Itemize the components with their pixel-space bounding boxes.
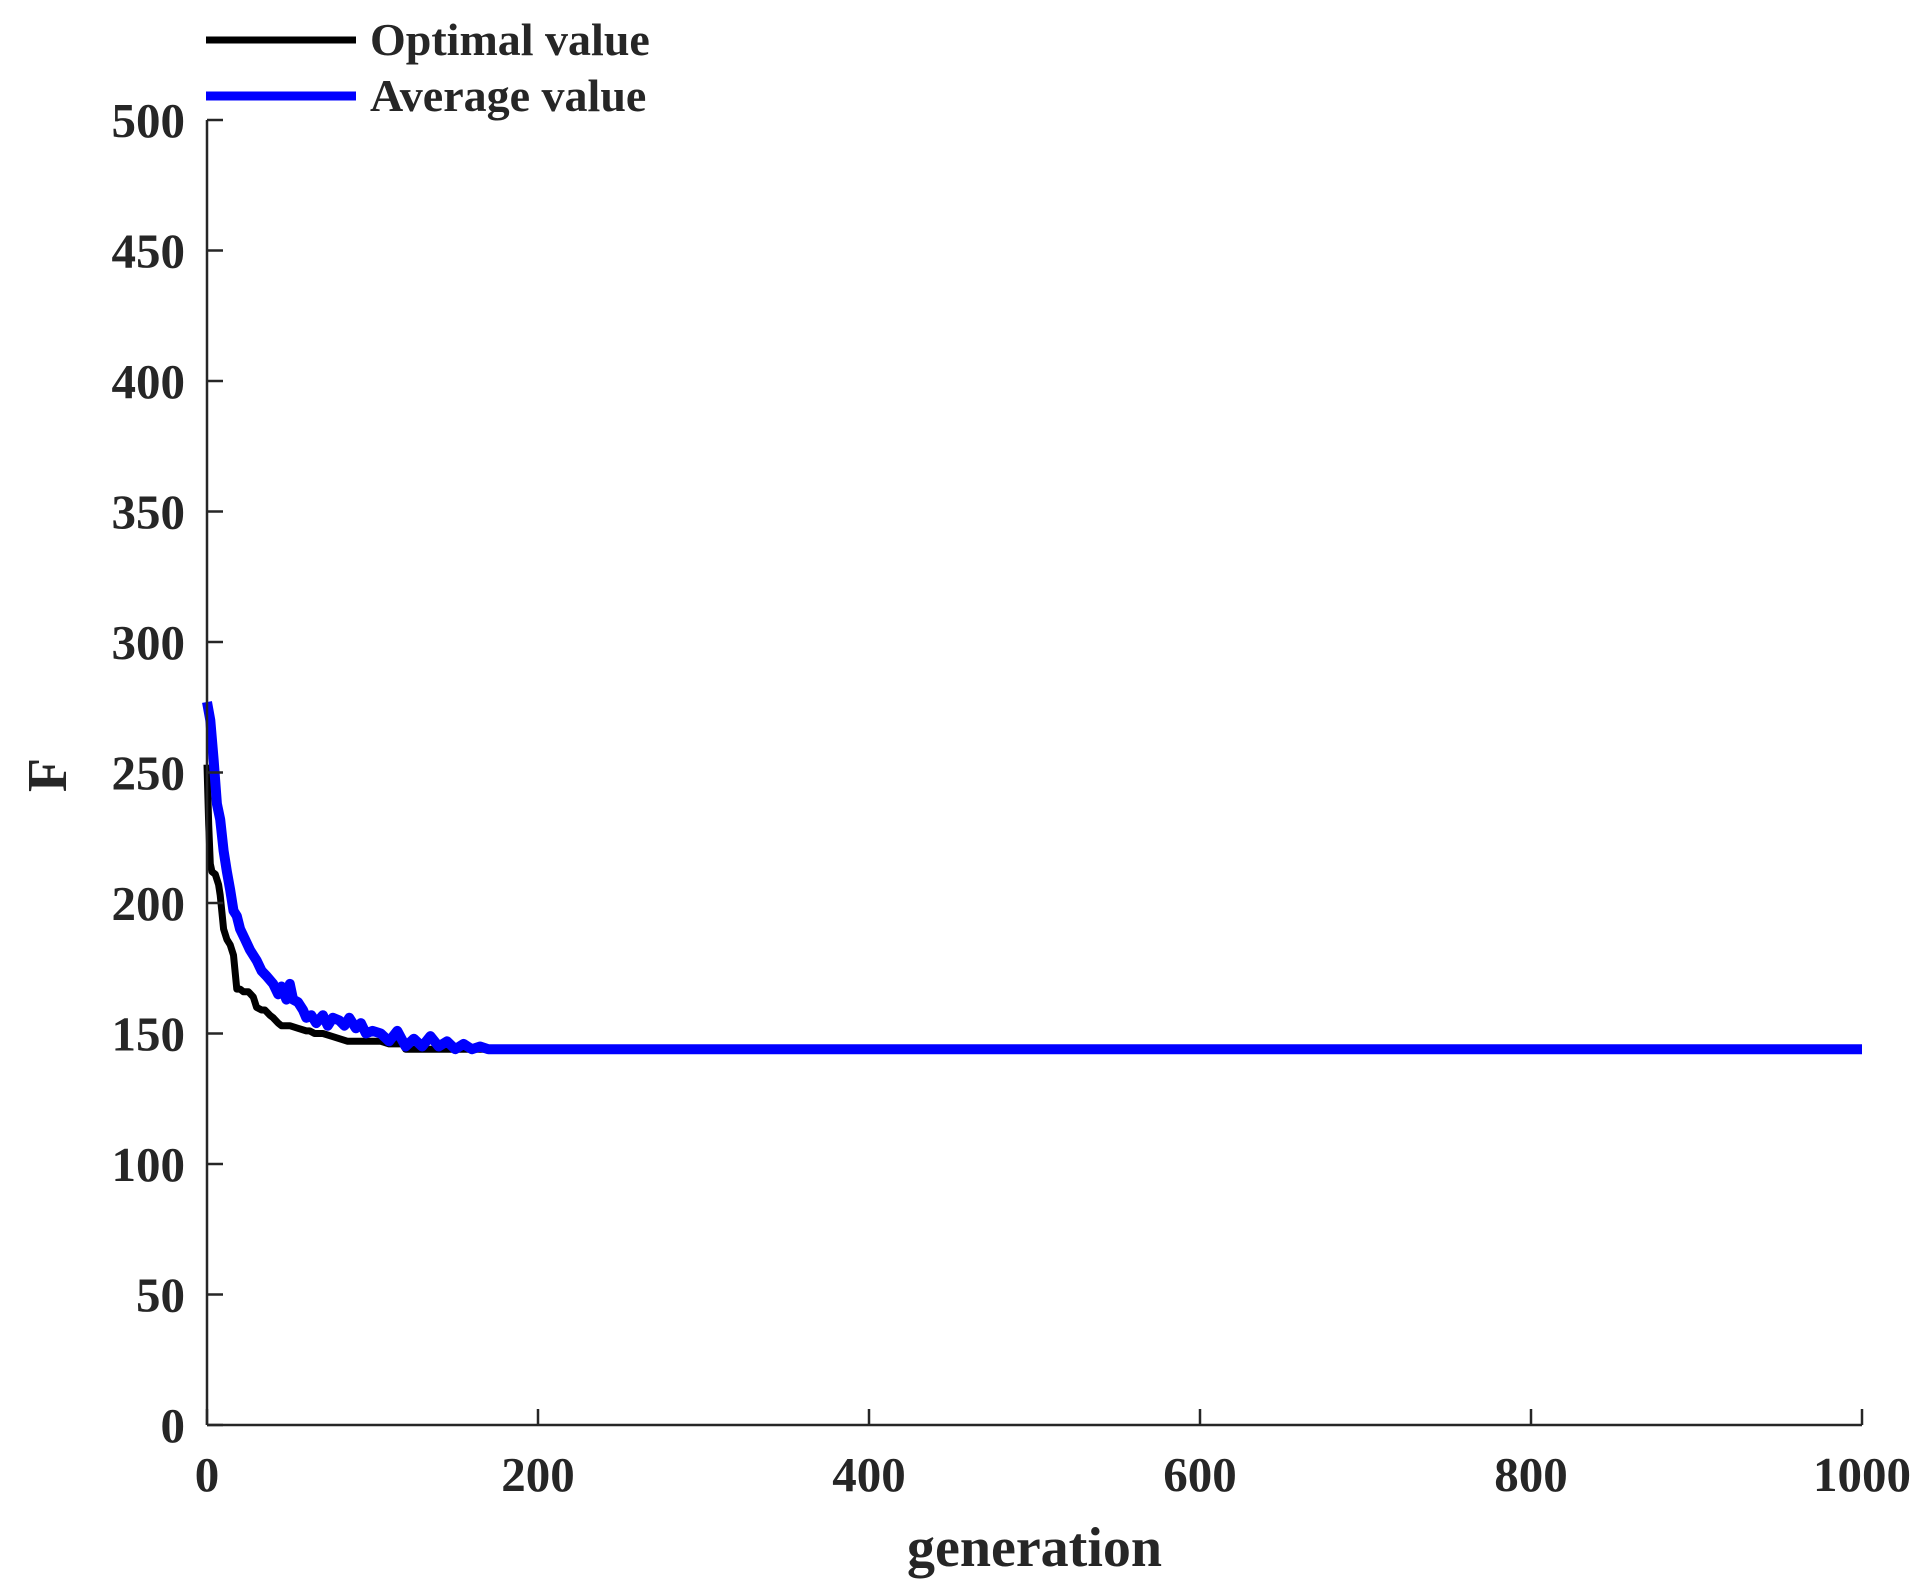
x-tick-label: 200 [501,1447,575,1502]
y-tick-label: 350 [112,485,186,540]
y-tick-label: 450 [112,224,186,279]
legend-label-optimal-value: Optimal value [370,14,650,65]
x-tick-label: 800 [1494,1447,1568,1502]
y-tick-label: 300 [112,615,186,670]
legend: Optimal value Average value [206,14,650,121]
series-line-average-value [202,701,1862,1055]
y-tick-label: 250 [112,746,186,801]
legend-label-average-value: Average value [370,70,646,121]
y-ticks: 0 50 100 150 200 250 300 350 400 450 500 [112,93,223,1453]
x-tick-label: 1000 [1813,1447,1911,1502]
axes-layer [205,120,1862,1427]
series-layer [202,701,1862,1055]
x-tick-label: 400 [832,1447,906,1502]
series-line-optimal-value [203,764,1862,1053]
y-tick-label: 150 [112,1007,186,1062]
y-tick-label: 200 [112,876,186,931]
y-tick-label: 400 [112,354,186,409]
y-tick-label: 0 [161,1398,186,1453]
y-axis-label: F [17,758,79,792]
y-tick-label: 100 [112,1137,186,1192]
x-ticks: 0 200 400 600 800 1000 [195,1409,1911,1502]
y-tick-label: 500 [112,93,186,148]
x-tick-label: 0 [195,1447,220,1502]
x-axis-label: generation [907,1517,1162,1579]
y-tick-label: 50 [136,1268,185,1323]
x-tick-label: 600 [1163,1447,1237,1502]
